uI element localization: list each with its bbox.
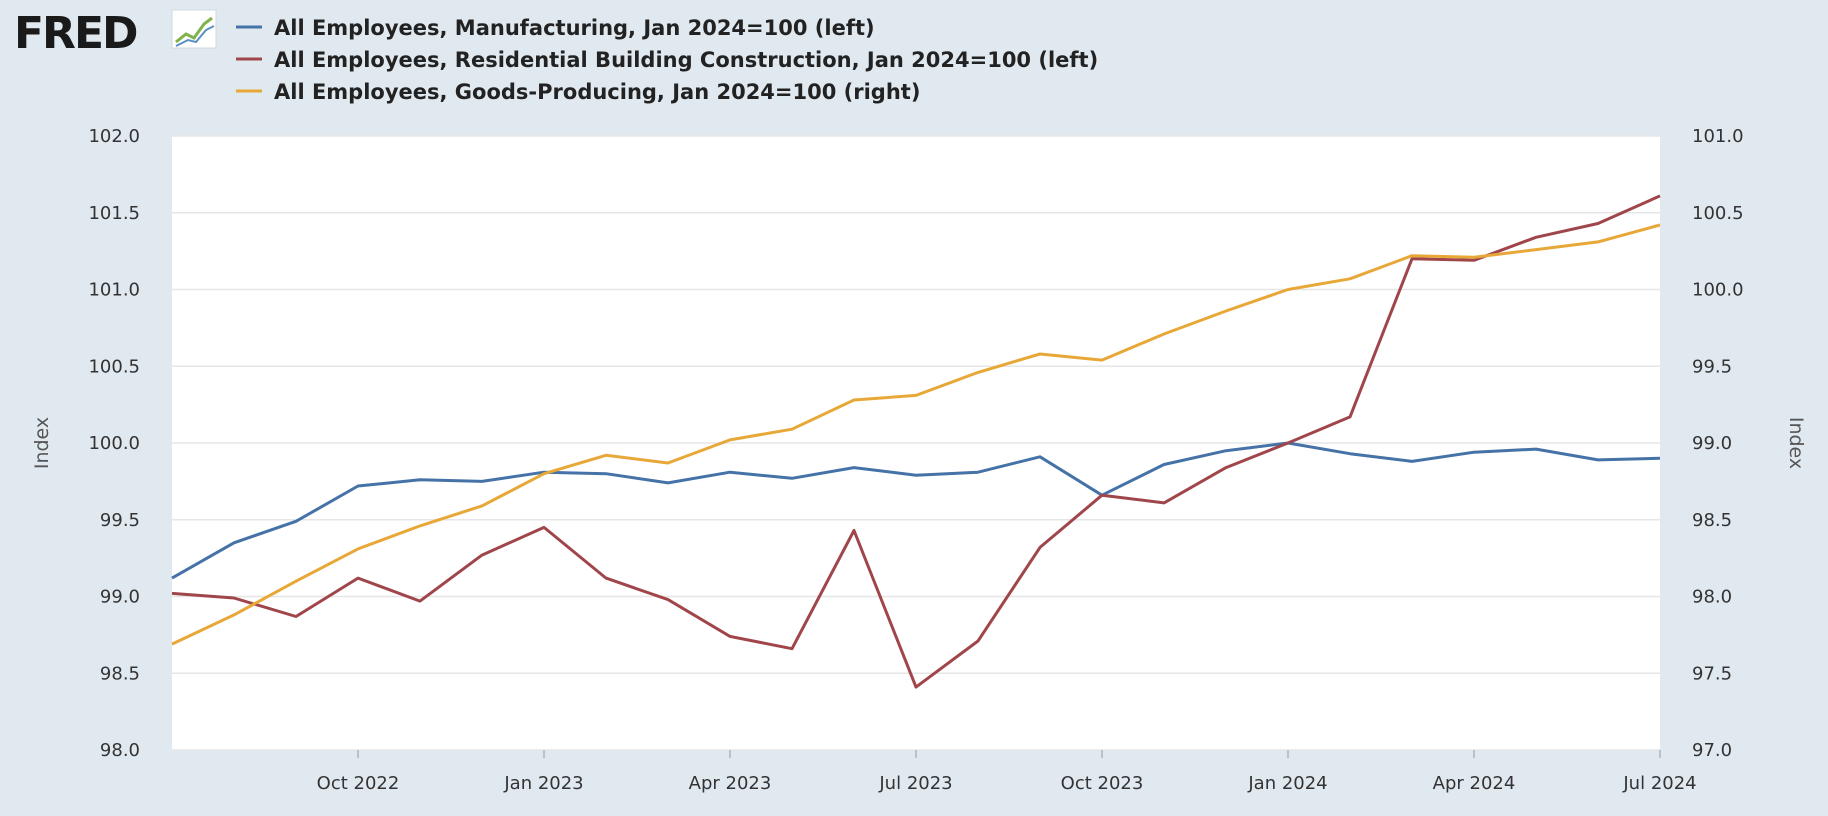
left-tick-label: 99.5 (100, 510, 140, 531)
left-tick-label: 99.0 (100, 587, 140, 608)
right-axis-ticks: 97.0 97.5 98.0 98.5 99.0 99.5 100.0 100.5 101.0 (1692, 126, 1744, 761)
right-tick-label: 100.0 (1692, 280, 1744, 301)
series-lines (171, 194, 1661, 689)
x-tick-label: Jul 2024 (1622, 773, 1696, 794)
right-tick-label: 100.5 (1692, 203, 1744, 224)
legend-label-2: All Employees, Residential Building Cons… (274, 48, 1098, 72)
fred-logo-chart-icon (171, 9, 217, 49)
gridlines (172, 135, 1660, 751)
right-tick-label: 101.0 (1692, 126, 1744, 147)
left-tick-label: 100.0 (88, 433, 140, 454)
left-tick-label: 98.5 (100, 663, 140, 684)
right-axis-title: Index (1785, 417, 1807, 469)
right-tick-label: 99.0 (1692, 433, 1732, 454)
legend-label-1: All Employees, Manufacturing, Jan 2024=1… (274, 16, 875, 40)
left-tick-label: 101.0 (88, 280, 140, 301)
series-line-2 (171, 194, 1661, 689)
right-tick-label: 97.5 (1692, 663, 1732, 684)
left-tick-label: 102.0 (88, 126, 140, 147)
left-tick-label: 101.5 (88, 203, 140, 224)
series-line-3 (171, 223, 1661, 646)
fred-logo-text: FRED (14, 8, 137, 59)
left-axis-ticks: 98.0 98.5 99.0 99.5 100.0 100.5 101.0 101.5 102.… (88, 126, 140, 761)
x-tick-label: Apr 2024 (1433, 773, 1516, 794)
x-axis-ticks: Oct 2022 Jan 2023 Apr 2023 Jul 2023 Oct 2023… (317, 750, 1697, 794)
x-tick-label: Oct 2022 (317, 773, 400, 794)
legend: All Employees, Manufacturing, Jan 2024=1… (236, 16, 1098, 104)
series-line-1 (171, 441, 1661, 580)
left-axis-title: Index (31, 417, 53, 469)
right-tick-label: 99.5 (1692, 356, 1732, 377)
x-tick-label: Apr 2023 (689, 773, 772, 794)
left-tick-label: 98.0 (100, 740, 140, 761)
x-tick-label: Jan 2023 (503, 773, 583, 794)
left-tick-label: 100.5 (88, 356, 140, 377)
legend-label-3: All Employees, Goods-Producing, Jan 2024… (274, 80, 920, 104)
x-tick-label: Jan 2024 (1247, 773, 1327, 794)
x-tick-label: Jul 2023 (878, 773, 952, 794)
x-tick-label: Oct 2023 (1061, 773, 1144, 794)
right-tick-label: 98.0 (1692, 587, 1732, 608)
right-tick-label: 98.5 (1692, 510, 1732, 531)
fred-logo[interactable]: FRED (14, 8, 217, 59)
right-tick-label: 97.0 (1692, 740, 1732, 761)
